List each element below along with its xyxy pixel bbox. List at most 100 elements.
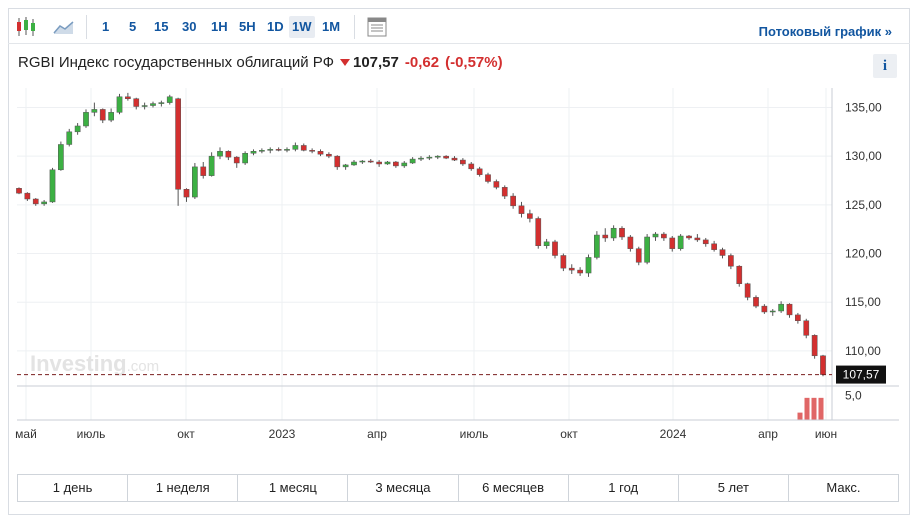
candle-body: [334, 155, 341, 168]
candle-body: [166, 96, 173, 103]
candle-body: [476, 168, 483, 175]
candle-body: [133, 98, 140, 107]
price-change-percent: (-0,57%): [445, 54, 503, 71]
candle-body: [652, 233, 659, 238]
candle-body: [309, 150, 315, 152]
period-1-month[interactable]: 1 месяц: [238, 475, 349, 501]
period-3-months[interactable]: 3 месяца: [348, 475, 459, 501]
candle-body: [116, 96, 123, 113]
interval-1mo[interactable]: 1M: [322, 19, 341, 34]
candle-body: [192, 166, 198, 198]
candle-body: [99, 109, 106, 121]
x-tick-label: окт: [560, 427, 578, 441]
y-tick-label: 120,00: [845, 247, 882, 261]
candle-body: [242, 152, 248, 164]
candle-body: [677, 235, 684, 249]
candle-body: [694, 237, 701, 241]
chart-grid: [17, 88, 832, 420]
x-tick-label: июль: [460, 427, 489, 441]
candle-body: [443, 155, 449, 159]
candle-body: [259, 150, 265, 152]
candle-body: [535, 218, 542, 247]
candle-body: [418, 157, 424, 160]
candle-body: [233, 156, 240, 164]
period-1-week[interactable]: 1 неделя: [128, 475, 239, 501]
candle-body: [669, 237, 676, 249]
y-tick-label: 115,00: [845, 295, 881, 309]
candlestick-chart-icon[interactable]: [13, 15, 39, 39]
candle-body: [300, 145, 307, 151]
interval-5m[interactable]: 5: [129, 19, 137, 34]
period-1-year[interactable]: 1 год: [569, 475, 679, 501]
candle-body: [150, 103, 156, 106]
candle-body: [24, 192, 31, 200]
candle-body: [342, 164, 349, 168]
candle-body: [359, 160, 366, 163]
info-button[interactable]: i: [873, 54, 897, 78]
interval-1h[interactable]: 1H: [211, 19, 228, 34]
candle-body: [58, 144, 64, 171]
interval-1d[interactable]: 1D: [267, 19, 284, 34]
candle-body: [803, 320, 810, 336]
last-price-label: 107,57: [843, 368, 880, 382]
volume-layer: [797, 397, 824, 420]
investing-watermark: Investing.com: [30, 351, 159, 376]
y-tick-label: 110,00: [845, 344, 881, 358]
candle-body: [661, 233, 667, 239]
table-view-icon[interactable]: [364, 15, 390, 39]
interval-1m[interactable]: 1: [102, 19, 110, 34]
candle-body: [610, 227, 617, 239]
x-tick-label: июн: [815, 427, 837, 441]
period-max[interactable]: Макс.: [826, 480, 861, 495]
period-1-day[interactable]: 1 день: [18, 475, 129, 501]
period-5-years[interactable]: 5 лет: [679, 475, 789, 501]
candle-body: [125, 96, 131, 99]
candle-body: [485, 174, 491, 182]
candle-body: [91, 109, 98, 113]
interval-30m[interactable]: 30: [182, 19, 197, 34]
candle-body: [434, 155, 441, 158]
candle-body: [326, 153, 332, 157]
candle-body: [317, 151, 324, 155]
candle-body: [686, 235, 692, 239]
interval-5h[interactable]: 5H: [239, 19, 256, 34]
candle-body: [518, 205, 525, 214]
candle-body: [409, 158, 416, 164]
candle-body: [66, 131, 73, 145]
candle-body: [527, 213, 533, 219]
x-tick-label: июль: [77, 427, 106, 441]
period-selector: 1 день 1 неделя 1 месяц 3 месяца 6 месяц…: [17, 474, 899, 502]
interval-15m[interactable]: 15: [154, 19, 169, 34]
candle-body: [594, 234, 600, 258]
candle-body: [41, 201, 47, 205]
period-6-months[interactable]: 6 месяцев: [459, 475, 569, 501]
candle-body: [183, 189, 190, 198]
candle-body: [711, 243, 717, 250]
price-down-icon: [339, 58, 350, 66]
candle-body: [543, 241, 550, 247]
candle-body: [351, 161, 357, 166]
candle-body: [275, 149, 282, 151]
candle-body: [175, 98, 181, 190]
x-tick-label: окт: [177, 427, 195, 441]
y-tick-label: 125,00: [845, 198, 882, 212]
streaming-chart-link[interactable]: Потоковый график »: [758, 24, 892, 39]
candle-body: [200, 166, 207, 176]
candle-body: [627, 236, 634, 249]
candle-body: [795, 314, 801, 321]
candle-body: [451, 157, 458, 161]
price-change: -0,62: [404, 54, 440, 71]
volume-bar: [804, 397, 810, 420]
candle-body: [736, 265, 743, 284]
candle-body: [820, 355, 826, 375]
area-chart-icon[interactable]: [51, 15, 77, 39]
candle-body: [74, 125, 81, 133]
candle-body: [468, 163, 475, 170]
candles-layer: [16, 92, 826, 377]
candle-body: [460, 159, 466, 165]
candle-body: [552, 241, 558, 256]
candle-body: [16, 188, 22, 194]
interval-1w[interactable]: 1W: [289, 16, 315, 38]
candle-body: [702, 239, 709, 245]
